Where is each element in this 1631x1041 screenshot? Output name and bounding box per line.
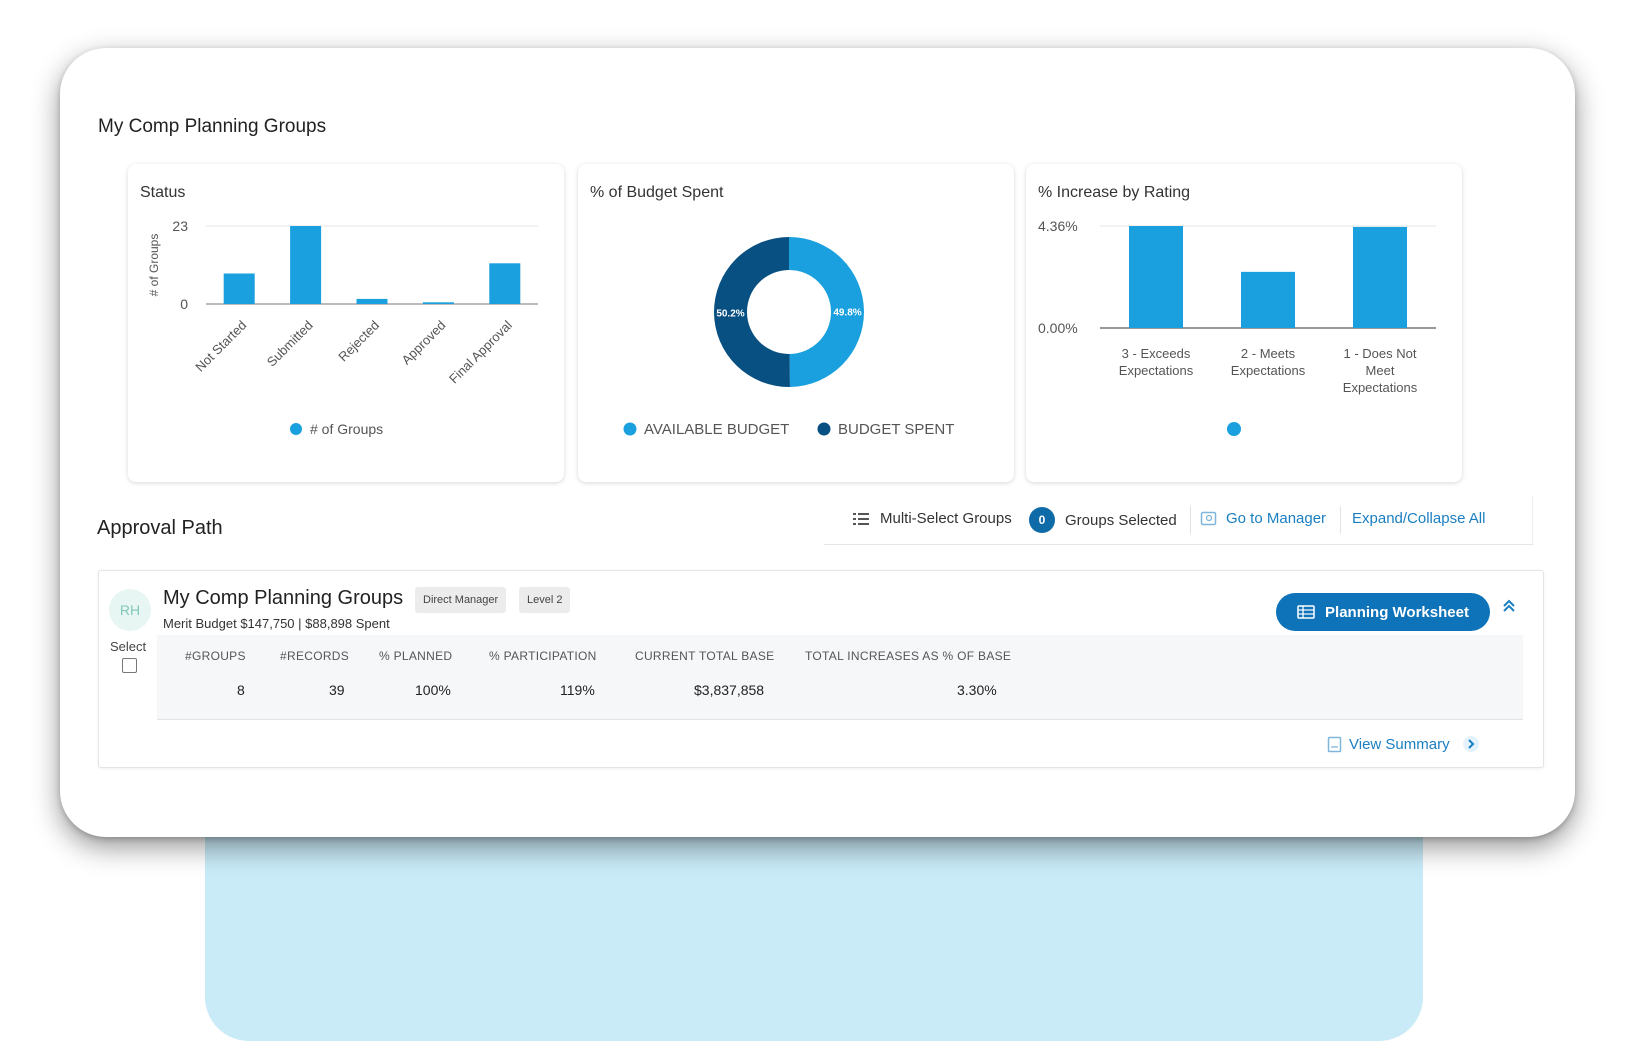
stat-value-groups: 8 — [237, 682, 245, 698]
status-bar — [290, 226, 322, 304]
toolbar-divider — [1340, 506, 1341, 534]
multi-select-groups-label: Multi-Select Groups — [880, 510, 1012, 527]
dashboard-card: My Comp Planning Groups Status 23 0 # of G… — [60, 48, 1575, 837]
select-checkbox[interactable] — [122, 658, 137, 673]
status-bar — [489, 263, 521, 304]
approval-path-title: Approval Path — [97, 517, 223, 539]
rating-bar — [1129, 226, 1183, 328]
stat-value-planned: 100% — [415, 682, 451, 698]
stat-header-total-increases: TOTAL INCREASES AS % OF BASE — [805, 649, 1012, 663]
rating-chart-panel: % Increase by Rating 4.36% 0.00% 3 - Excee… — [1026, 164, 1462, 482]
tag-level: Level 2 — [519, 587, 571, 613]
approval-group-card: RH Select My Comp Planning Groups Direct… — [98, 570, 1544, 768]
x-tick-label: Rejected — [335, 318, 382, 365]
y-tick-label: 0 — [180, 296, 188, 312]
multi-select-groups-button[interactable]: Multi-Select Groups — [852, 510, 1012, 527]
document-icon — [1327, 736, 1342, 752]
stat-header-current-total-base: CURRENT TOTAL BASE — [635, 649, 775, 663]
slice-data-label: 50.2% — [716, 308, 744, 319]
budget-donut-chart: 49.8% 50.2% AVAILABLE BUDGET BUDGET SPENT — [623, 237, 954, 438]
status-chart-title: Status — [140, 184, 186, 201]
rating-bar — [1353, 226, 1407, 328]
rating-bar — [1241, 271, 1295, 328]
y-tick-label: 4.36% — [1038, 218, 1078, 234]
legend-label-spent: BUDGET SPENT — [838, 421, 954, 438]
stat-header-groups: #GROUPS — [185, 649, 246, 663]
stat-header-records: #RECORDS — [280, 649, 350, 663]
go-to-manager-label: Go to Manager — [1226, 510, 1327, 527]
x-tick-label: 1 - Does Not Meet Expectations — [1343, 346, 1418, 395]
page-title: My Comp Planning Groups — [98, 116, 327, 137]
status-chart: 23 0 # of Groups Not Started Submitted Reject… — [147, 218, 538, 437]
worksheet-icon — [1297, 605, 1315, 619]
status-chart-panel: Status 23 0 # of Groups Not Started Submitte… — [128, 164, 564, 482]
view-summary-link[interactable]: View Summary — [1327, 735, 1480, 753]
go-to-manager-link[interactable]: Go to Manager — [1200, 510, 1326, 527]
budget-chart-title: % of Budget Spent — [590, 184, 724, 201]
approval-toolbar: Multi-Select Groups 0 Groups Selected Go… — [824, 496, 1533, 545]
legend-label: # of Groups — [310, 421, 383, 437]
x-tick-label: Approved — [399, 318, 449, 368]
legend-marker-spent — [817, 422, 831, 436]
stat-header-planned: % PLANNED — [379, 649, 453, 663]
merit-budget-summary: Merit Budget $147,750 | $88,898 Spent — [163, 616, 390, 631]
stat-value-records: 39 — [329, 682, 345, 698]
manager-icon — [1200, 511, 1217, 525]
groups-selected-label: Groups Selected — [1065, 511, 1177, 529]
tag-direct-manager: Direct Manager — [415, 587, 507, 613]
chevron-double-up-icon[interactable] — [1502, 599, 1516, 616]
view-summary-label: View Summary — [1349, 735, 1450, 753]
avatar: RH — [109, 589, 151, 631]
y-tick-label: 0.00% — [1038, 320, 1078, 336]
x-tick-label: Submitted — [264, 318, 316, 370]
select-label: Select — [110, 639, 147, 654]
x-tick-label: 3 - Exceeds Expectations — [1119, 346, 1194, 378]
y-axis-label: # of Groups — [147, 234, 161, 297]
expand-collapse-all-link[interactable]: Expand/Collapse All — [1352, 510, 1486, 527]
chevron-right-icon — [1462, 736, 1479, 752]
legend-marker — [290, 423, 302, 435]
stat-value-participation: 119% — [560, 682, 595, 698]
legend-marker — [1227, 422, 1241, 436]
status-bar — [422, 302, 454, 304]
rating-chart: 4.36% 0.00% 3 - Exceeds Expectations 2 - Mee… — [1038, 218, 1436, 436]
x-tick-label: Final Approval — [446, 317, 515, 386]
x-tick-label: Not Started — [192, 318, 249, 375]
status-bar — [223, 273, 255, 304]
toolbar-divider — [1190, 506, 1191, 534]
group-name: My Comp Planning Groups — [163, 587, 404, 609]
y-tick-label: 23 — [172, 218, 188, 234]
x-tick-label: 2 - Meets Expectations — [1231, 346, 1306, 378]
slice-data-label: 49.8% — [833, 308, 861, 319]
stat-value-current-total-base: $3,837,858 — [694, 682, 765, 698]
list-icon — [853, 512, 869, 525]
legend-label-available: AVAILABLE BUDGET — [644, 421, 789, 438]
stat-header-participation: % PARTICIPATION — [489, 649, 597, 663]
planning-worksheet-label: Planning Worksheet — [1325, 603, 1469, 621]
rating-chart-title: % Increase by Rating — [1038, 184, 1191, 201]
status-bar — [356, 298, 388, 304]
group-stats-table: #GROUPS #RECORDS % PLANNED % PARTICIPATI… — [157, 635, 1523, 719]
available-budget-slice — [789, 237, 865, 387]
card-divider — [157, 719, 1523, 720]
groups-selected-count: 0 — [1029, 507, 1055, 533]
legend-marker-available — [623, 422, 637, 436]
budget-spent-slice — [714, 237, 790, 387]
stat-value-total-increases: 3.30% — [957, 682, 997, 698]
budget-chart-panel: % of Budget Spent 49.8% 50.2% AVAILABLE BU… — [578, 164, 1014, 482]
groups-selected: 0 Groups Selected — [1029, 507, 1177, 533]
planning-worksheet-button[interactable]: Planning Worksheet — [1276, 593, 1490, 631]
